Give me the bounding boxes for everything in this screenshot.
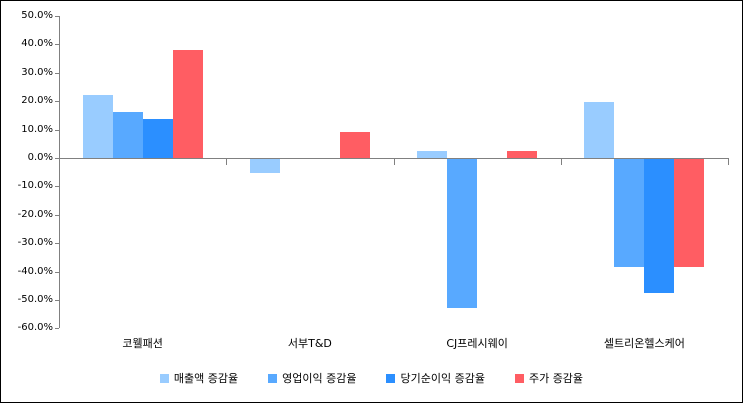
legend-label: 매출액 증감율 — [173, 372, 239, 385]
legend-item-1: 영업이익 증감율 — [268, 370, 356, 386]
bar-코웰패션-series3 — [172, 50, 203, 158]
x-axis-tick — [393, 159, 395, 165]
y-axis-tick — [55, 300, 59, 301]
bar-CJ프레시웨이-series0 — [417, 150, 448, 158]
legend-label: 주가 증감율 — [528, 372, 584, 385]
legend-label: 당기순이익 증감율 — [400, 372, 485, 385]
category-label: 코웰패션 — [122, 337, 163, 350]
y-axis-tick-label: -10.0% — [17, 180, 53, 192]
bar-서부T&D-series0 — [249, 159, 280, 173]
y-axis-tick — [55, 129, 59, 131]
category-label: 서부T&D — [287, 337, 332, 350]
y-axis-tick-label: 10.0% — [21, 123, 53, 135]
legend-item-2: 당기순이익 증감율 — [386, 370, 485, 386]
y-axis-tick-label: 20.0% — [21, 95, 53, 107]
y-axis-line — [59, 16, 60, 329]
legend-swatch-icon — [514, 373, 524, 383]
bar-CJ프레시웨이-series3 — [507, 151, 538, 158]
y-axis-tick-label: -60.0% — [17, 322, 53, 334]
y-axis-tick — [55, 72, 59, 74]
bar-서부T&D-series3 — [339, 131, 370, 158]
y-axis-tick — [55, 44, 59, 46]
legend-swatch-icon — [159, 373, 169, 383]
y-axis-tick-label: 50.0% — [21, 10, 53, 21]
y-axis-tick-label: 0.0% — [27, 152, 53, 163]
bar-셀트리온헬스케어-series1 — [614, 159, 645, 267]
y-axis-tick-label: -50.0% — [17, 294, 53, 305]
legend-swatch-icon — [268, 373, 278, 383]
x-axis-tick — [728, 159, 729, 165]
bar-코웰패션-series0 — [82, 94, 113, 158]
legend-item-3: 주가 증감율 — [514, 370, 584, 386]
bar-CJ프레시웨이-series1 — [447, 159, 478, 309]
bar-코웰패션-series1 — [112, 111, 143, 158]
legend-label: 영업이익 증감율 — [282, 372, 357, 385]
y-axis-tick-label: -40.0% — [17, 265, 53, 277]
y-axis-tick — [55, 243, 59, 245]
x-axis-tick — [560, 159, 562, 165]
y-axis-tick — [55, 186, 59, 188]
y-axis-tick — [55, 101, 59, 103]
y-axis-tick-label: -30.0% — [17, 237, 53, 249]
y-axis-tick — [55, 214, 59, 216]
y-axis-tick-label: 40.0% — [21, 38, 53, 50]
x-axis-tick — [226, 159, 228, 165]
y-axis-tick-label: -20.0% — [17, 208, 53, 220]
bar-셀트리온헬스케어-series3 — [674, 159, 705, 268]
bar-코웰패션-series2 — [142, 118, 173, 158]
bar-셀트리온헬스케어-series0 — [584, 101, 615, 158]
category-label: 셀트리온헬스케어 — [603, 337, 685, 350]
y-axis-tick — [55, 16, 59, 17]
y-axis-tick — [55, 328, 59, 330]
y-axis-tick — [55, 158, 59, 159]
legend-item-0: 매출액 증감율 — [159, 370, 239, 386]
bar-셀트리온헬스케어-series2 — [644, 159, 675, 294]
chart-legend: 매출액 증감율 영업이익 증감율 당기순이익 증감율 주가 증감율 — [1, 370, 742, 386]
y-axis-tick — [55, 271, 59, 273]
category-label: CJ프레시웨이 — [446, 337, 508, 350]
legend-swatch-icon — [386, 373, 396, 383]
y-axis-tick-label: 30.0% — [21, 66, 53, 78]
x-axis-line — [59, 158, 729, 159]
